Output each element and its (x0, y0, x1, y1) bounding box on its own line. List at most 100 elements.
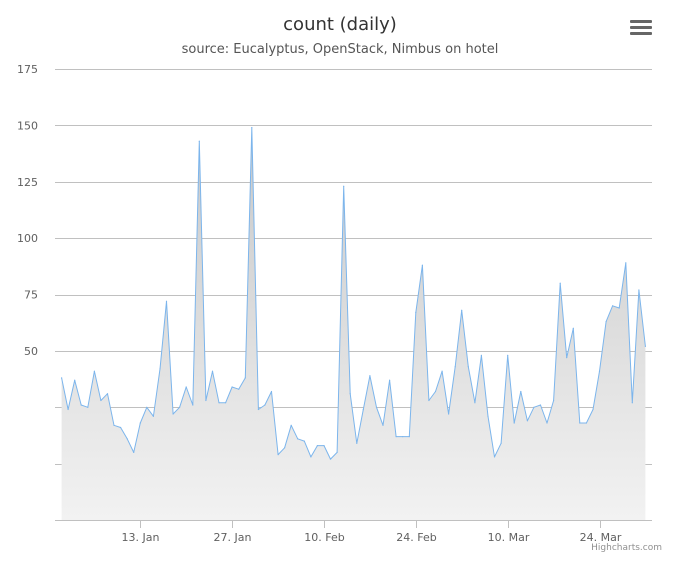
data-point (159, 368, 161, 370)
data-point (120, 426, 122, 429)
data-point (415, 311, 417, 314)
data-point (553, 399, 555, 402)
data-point (211, 370, 214, 372)
y-tick-label: 100 (17, 232, 38, 245)
data-point (402, 436, 404, 438)
x-tick-label: 10. Feb (304, 531, 344, 544)
data-point (572, 327, 574, 329)
menu-bar (630, 26, 652, 29)
data-point (139, 422, 141, 424)
data-point (257, 408, 259, 411)
data-point (605, 321, 607, 323)
x-tick-label: 27. Jan (214, 531, 252, 544)
data-point (493, 456, 496, 458)
data-point (559, 282, 561, 284)
data-point (467, 366, 469, 368)
data-point (290, 424, 292, 426)
data-point (323, 445, 325, 447)
credits-link[interactable]: Highcharts.com (591, 543, 662, 553)
data-point (362, 408, 364, 411)
data-point (67, 408, 69, 411)
data-point (270, 390, 273, 393)
data-point (87, 406, 89, 408)
data-point (585, 422, 588, 424)
data-point (185, 386, 187, 388)
data-point (526, 420, 529, 422)
data-point (579, 422, 581, 424)
x-tick-label: 24. Feb (396, 531, 436, 544)
y-tick-label: 175 (17, 63, 38, 76)
y-tick-label: 150 (17, 119, 38, 132)
data-point (172, 413, 174, 415)
data-point (480, 354, 482, 356)
data-point (441, 370, 443, 372)
data-point (179, 406, 181, 408)
data-point (618, 307, 620, 309)
data-point (500, 442, 502, 444)
series-line (61, 127, 646, 460)
menu-bar (630, 32, 652, 35)
data-point (421, 264, 423, 266)
data-point (74, 379, 76, 381)
data-point (349, 393, 351, 395)
x-tick-label: 24. Mar (580, 531, 622, 544)
data-point (238, 388, 240, 390)
data-point (218, 402, 220, 404)
data-point (507, 354, 509, 356)
data-point (356, 442, 358, 444)
data-point (93, 370, 95, 372)
data-point (251, 127, 253, 129)
data-point (448, 413, 450, 415)
menu-bar (630, 20, 652, 23)
chart-title: count (daily) (283, 14, 397, 35)
data-point (61, 377, 63, 379)
data-point (395, 436, 397, 438)
data-point (539, 404, 542, 406)
data-point (598, 370, 601, 372)
data-point (198, 140, 200, 142)
data-point (225, 402, 227, 404)
data-point (329, 458, 332, 460)
data-point (284, 447, 286, 449)
data-point (546, 422, 548, 424)
data-point (165, 300, 168, 302)
data-point (192, 404, 194, 406)
data-point (434, 390, 437, 393)
data-point (533, 406, 535, 408)
data-point (461, 309, 463, 311)
data-point (100, 399, 102, 402)
data-point (106, 393, 109, 395)
data-point (644, 345, 647, 347)
data-point (487, 415, 489, 417)
data-point (474, 402, 476, 404)
data-point (382, 424, 384, 426)
data-point (454, 366, 456, 368)
chart-subtitle: source: Eucalyptus, OpenStack, Nimbus on… (181, 42, 499, 57)
data-point (625, 262, 627, 264)
data-point (205, 399, 207, 402)
data-point (428, 399, 430, 402)
data-point (369, 375, 371, 377)
x-tick-label: 10. Mar (488, 531, 530, 544)
data-point (513, 422, 515, 424)
data-point (566, 357, 568, 359)
x-tick-label: 13. Jan (122, 531, 160, 544)
y-tick-label: 125 (17, 176, 38, 189)
data-point (133, 451, 135, 453)
data-point (310, 456, 312, 458)
data-point (389, 379, 391, 381)
data-point (631, 402, 633, 404)
data-point (336, 451, 338, 453)
data-point (277, 454, 279, 456)
data-point (113, 424, 115, 426)
data-point (375, 406, 378, 408)
series-area-fill (61, 127, 646, 520)
data-point (592, 408, 594, 411)
data-point (264, 404, 266, 406)
data-point (297, 438, 299, 440)
data-point (316, 445, 318, 447)
hamburger-menu-icon[interactable] (630, 20, 652, 38)
y-tick-label: 75 (24, 289, 38, 302)
